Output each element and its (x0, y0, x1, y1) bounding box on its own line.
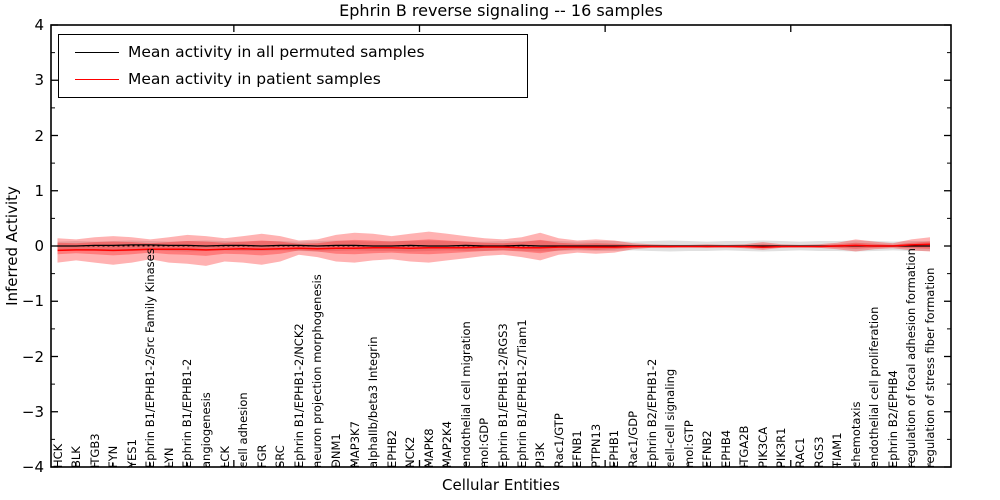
x-tick-label: PIK3CA (755, 426, 770, 468)
x-tick-label: Ephrin B1/EPHB1-2/Src Family Kinases (143, 248, 158, 468)
y-tick-label: −4 (21, 458, 44, 476)
y-tick-label: 4 (34, 16, 44, 34)
permuted-line-swatch-icon (75, 52, 119, 53)
x-tick-label: EPHB2 (384, 429, 399, 468)
x-tick-label: SRC (273, 445, 288, 468)
x-tick-label: regulation of stress fiber formation (923, 267, 937, 468)
x-tick-label: EFNB1 (570, 430, 585, 468)
x-tick-label: ITGA2B (737, 425, 752, 468)
x-tick-label: MAP3K7 (347, 421, 362, 468)
legend: Mean activity in all permuted samples Me… (58, 34, 528, 98)
y-tick-label: −1 (21, 292, 44, 311)
y-tick-label: −2 (21, 347, 44, 366)
x-tick-label: regulation of focal adhesion formation (904, 248, 919, 468)
x-tick-label: TIAM1 (830, 432, 845, 468)
x-tick-label: LYN (161, 447, 176, 468)
x-tick-label: neuron projection morphogenesis (310, 274, 325, 468)
x-tick-label: ITGB3 (87, 433, 102, 468)
x-tick-label: EFNB2 (700, 430, 715, 468)
x-tick-label: EPHB1 (607, 429, 622, 468)
x-tick-label: NCK2 (403, 436, 418, 469)
x-tick-label: angiogenesis (199, 392, 213, 468)
x-tick-label: Ephrin B1/EPHB1-2/NCK2 (291, 323, 306, 468)
y-tick-label: 1 (34, 181, 44, 200)
legend-row-patient: Mean activity in patient samples (59, 70, 527, 89)
x-tick-label: cell adhesion (236, 392, 251, 468)
x-tick-label: MAP2K4 (440, 421, 455, 468)
x-tick-label: PTPN13 (588, 423, 603, 468)
legend-label-permuted: Mean activity in all permuted samples (128, 43, 425, 61)
x-tick-label: PI3K (533, 442, 548, 468)
patient-line-swatch-icon (75, 79, 119, 80)
x-tick-label: MAPK8 (421, 428, 436, 468)
x-tick-label: chemotaxis (848, 401, 863, 468)
x-tick-label: BLK (69, 446, 84, 468)
x-tick-label: FYN (106, 445, 121, 468)
x-tick-label: Ephrin B1/EPHB1-2 (180, 358, 195, 468)
x-tick-label: Ephrin B1/EPHB1-2/RGS3 (496, 323, 511, 468)
chart-title: Ephrin B reverse signaling -- 16 samples (339, 1, 663, 20)
x-tick-label: Ephrin B1/EPHB1-2/Tiam1 (514, 319, 529, 468)
x-tick-label: endothelial cell proliferation (867, 306, 882, 468)
y-tick-label: 2 (34, 126, 44, 145)
x-tick-label: PIK3R1 (774, 427, 789, 469)
x-tick-label: mol:GDP (477, 417, 492, 468)
x-tick-label: RGS3 (811, 436, 826, 468)
x-axis-label: Cellular Entities (442, 476, 560, 494)
y-tick-label: 3 (34, 71, 44, 90)
x-tick-label: DNM1 (328, 433, 343, 468)
x-tick-label: LCK (217, 446, 232, 468)
y-tick-label: −3 (21, 402, 44, 421)
series-line-patient (57, 243, 931, 252)
x-tick-label: Rac1/GTP (551, 413, 566, 468)
x-tick-label: HCK (50, 443, 65, 468)
legend-row-permuted: Mean activity in all permuted samples (59, 43, 527, 62)
x-tick-label: RAC1 (793, 437, 808, 468)
x-tick-label: mol:GTP (681, 420, 696, 468)
x-tick-label: alphaIIb/beta3 Integrin (366, 336, 381, 468)
x-tick-label: EPHB4 (718, 429, 733, 468)
x-tick-label: YES1 (124, 439, 139, 468)
x-tick-label: Ephrin B2/EPHB1-2 (644, 358, 659, 468)
y-tick-label: 0 (34, 237, 44, 255)
legend-label-patient: Mean activity in patient samples (128, 70, 381, 88)
x-tick-label: endothelial cell migration (458, 321, 473, 468)
band-patient-samples-range-outer (57, 231, 930, 266)
x-tick-label: cell-cell signaling (663, 368, 678, 468)
x-tick-label: Rac1/GDP (625, 410, 640, 468)
x-tick-label: FGR (254, 444, 269, 468)
x-tick-label: Ephrin B2/EPHB4 (885, 370, 900, 468)
